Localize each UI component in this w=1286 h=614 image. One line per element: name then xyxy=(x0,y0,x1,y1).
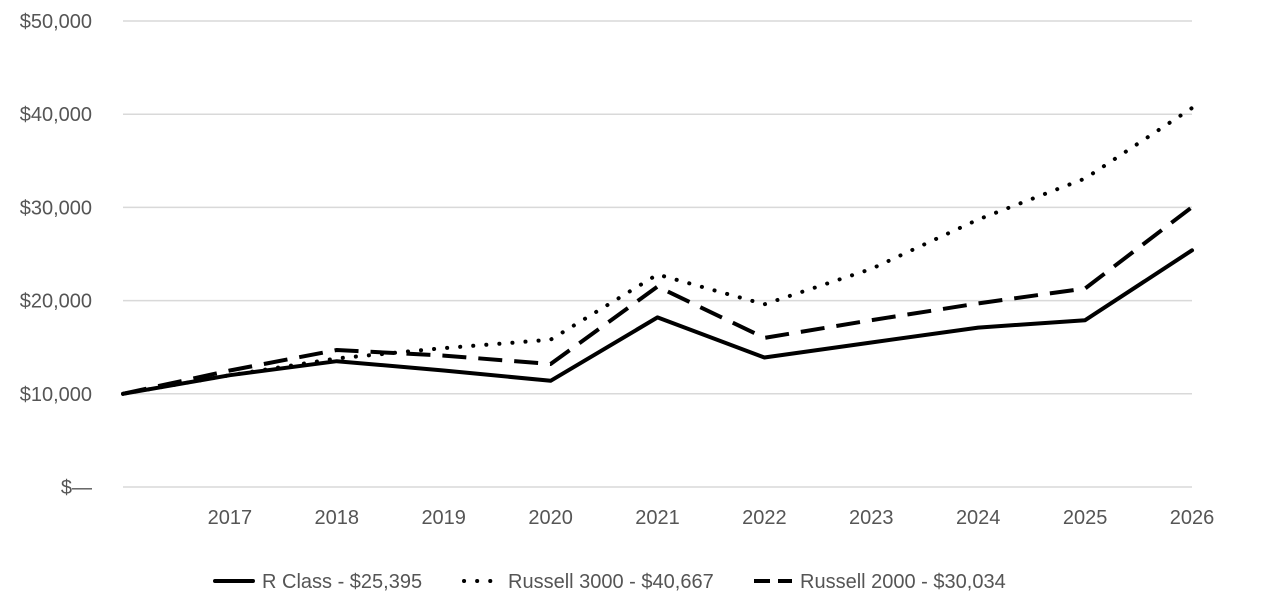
y-tick-label: $10,000 xyxy=(20,384,92,406)
y-axis-tick-labels: $— $10,000 $20,000 $30,000 $40,000 $50,000 xyxy=(20,11,92,499)
series-line-2 xyxy=(121,106,1194,396)
x-tick-label: 2026 xyxy=(1170,507,1215,529)
x-tick-label: 2022 xyxy=(742,507,787,529)
series-lines xyxy=(121,106,1194,396)
legend-label: Russell 2000 - $30,034 xyxy=(800,571,1006,593)
y-tick-label: $50,000 xyxy=(20,11,92,33)
y-tick-label: $30,000 xyxy=(20,197,92,219)
x-tick-label: 2021 xyxy=(635,507,680,529)
series-line-3 xyxy=(122,205,1194,396)
legend-item-2: Russell 3000 - $40,667 xyxy=(462,571,714,593)
legend-label: R Class - $25,395 xyxy=(262,571,422,593)
series-line-1 xyxy=(121,248,1194,396)
y-tick-label: $20,000 xyxy=(20,291,92,313)
x-axis-tick-labels: 2017 2018 2019 2020 2021 2022 2023 2024 2025 2026 xyxy=(208,507,1215,529)
x-tick-label: 2023 xyxy=(849,507,894,529)
x-tick-label: 2018 xyxy=(315,507,360,529)
legend-item-1: R Class - $25,395 xyxy=(213,571,422,593)
x-tick-label: 2020 xyxy=(528,507,573,529)
legend-label: Russell 3000 - $40,667 xyxy=(508,571,714,593)
y-tick-label: $40,000 xyxy=(20,104,92,126)
gridlines xyxy=(123,20,1192,488)
x-tick-label: 2024 xyxy=(956,507,1001,529)
legend-item-3: Russell 2000 - $30,034 xyxy=(754,571,1006,593)
x-tick-label: 2017 xyxy=(208,507,253,529)
y-tick-label: $— xyxy=(61,477,92,499)
x-tick-label: 2019 xyxy=(421,507,466,529)
legend: R Class - $25,395 Russell 3000 - $40,667 R… xyxy=(213,571,1006,593)
x-tick-label: 2025 xyxy=(1063,507,1108,529)
